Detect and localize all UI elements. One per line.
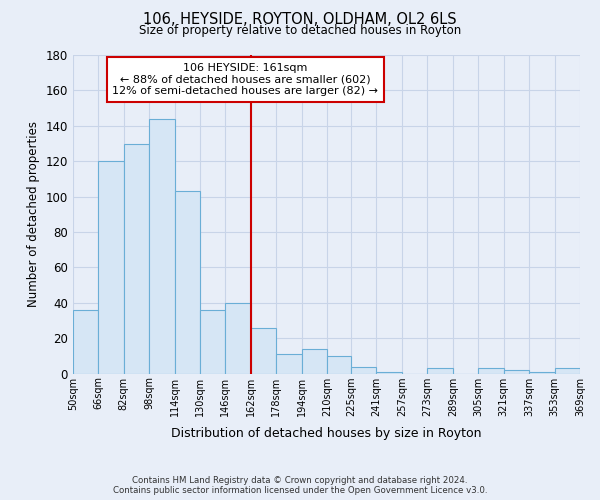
Bar [277,354,302,374]
Y-axis label: Number of detached properties: Number of detached properties [27,122,40,308]
Bar [427,368,453,374]
Text: Contains HM Land Registry data © Crown copyright and database right 2024.
Contai: Contains HM Land Registry data © Crown c… [113,476,487,495]
Bar [251,328,277,374]
X-axis label: Distribution of detached houses by size in Royton: Distribution of detached houses by size … [171,427,482,440]
Bar [149,118,175,374]
Bar [478,368,503,374]
Text: 106 HEYSIDE: 161sqm
← 88% of detached houses are smaller (602)
12% of semi-detac: 106 HEYSIDE: 161sqm ← 88% of detached ho… [112,63,378,96]
Bar [124,144,149,374]
Bar [200,310,226,374]
Bar [376,372,402,374]
Bar [98,161,124,374]
Bar [503,370,529,374]
Bar [529,372,554,374]
Text: Size of property relative to detached houses in Royton: Size of property relative to detached ho… [139,24,461,37]
Bar [302,349,327,374]
Text: 106, HEYSIDE, ROYTON, OLDHAM, OL2 6LS: 106, HEYSIDE, ROYTON, OLDHAM, OL2 6LS [143,12,457,28]
Bar [351,366,376,374]
Bar [175,192,200,374]
Bar [327,356,351,374]
Bar [226,303,251,374]
Bar [554,368,580,374]
Bar [73,310,98,374]
